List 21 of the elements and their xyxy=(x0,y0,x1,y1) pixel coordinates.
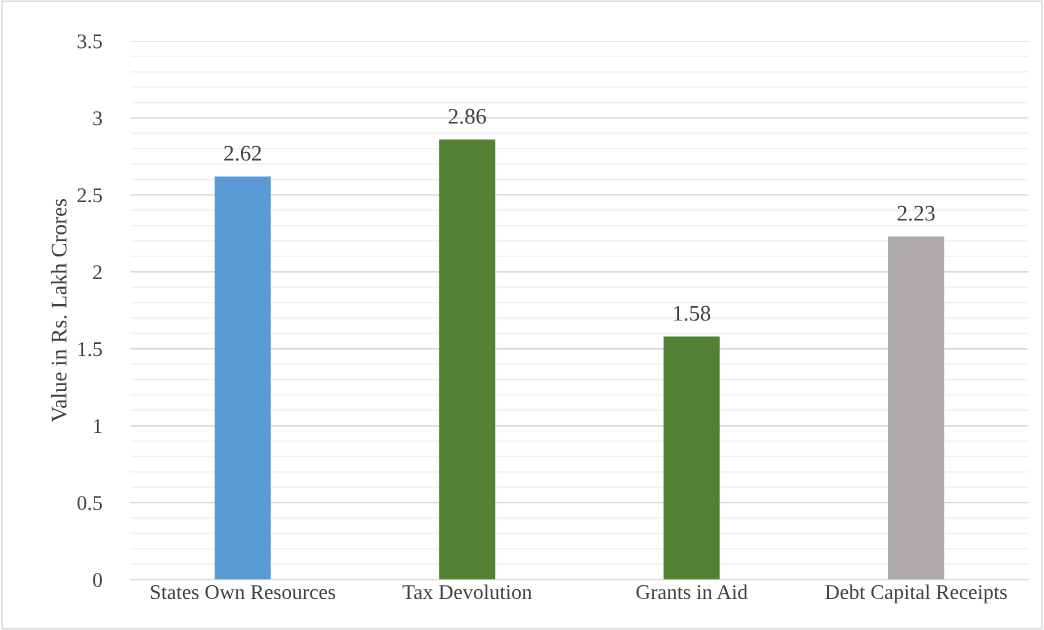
x-tick-label: Tax Devolution xyxy=(402,584,532,600)
data-label: 2.86 xyxy=(448,108,486,124)
x-tick-label: Debt Capital Receipts xyxy=(825,584,1007,604)
y-tick-label: 2 xyxy=(93,265,102,280)
y-tick-label: 1.5 xyxy=(78,342,102,357)
x-tick-label: States Own Resources xyxy=(150,585,336,600)
bar xyxy=(663,336,720,580)
y-tick-label: 3.5 xyxy=(77,34,102,49)
y-axis-title: Value in Rs. Lakh Crores xyxy=(50,199,67,423)
y-tick-label: 3 xyxy=(93,111,102,126)
data-label: 2.23 xyxy=(897,205,935,221)
y-tick-label: 1 xyxy=(94,419,102,433)
y-tick-label: 2.5 xyxy=(77,188,102,203)
x-tick-label: Grants in Aid xyxy=(636,584,748,600)
y-tick-label: 0.5 xyxy=(77,496,102,511)
y-tick-label: 0 xyxy=(93,572,102,588)
bar xyxy=(888,236,945,580)
bar xyxy=(439,139,496,580)
bar xyxy=(214,176,271,580)
data-label: 1.58 xyxy=(674,305,711,321)
data-label: 2.62 xyxy=(224,145,261,161)
